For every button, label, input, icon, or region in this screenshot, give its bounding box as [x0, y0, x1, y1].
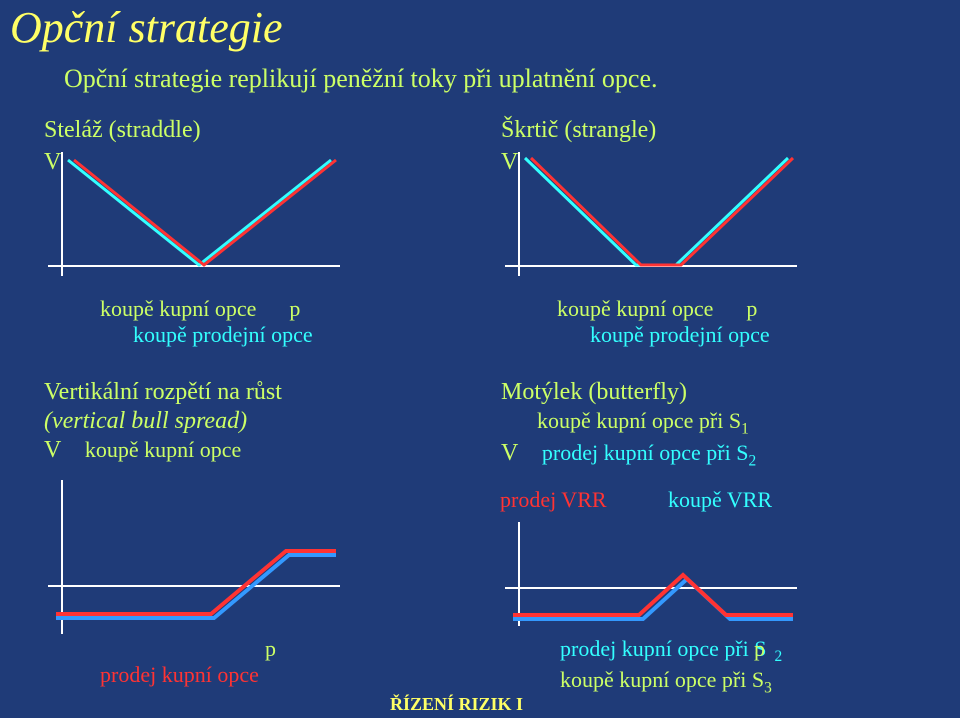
chart-c-plot — [44, 478, 344, 638]
page-footer: ŘÍZENÍ RIZIK I — [390, 694, 523, 715]
chart-b-plot — [501, 150, 801, 280]
chart-a-title: Steláž (straddle) — [44, 116, 201, 145]
chart-d-note2: prodej kupní opce při S2 — [542, 440, 756, 465]
chart-a-title-text: Steláž (straddle) — [44, 117, 201, 143]
chart-d-note3: prodej kupní opce při S — [560, 636, 767, 661]
chart-a-plabel: p — [289, 296, 300, 321]
chart-d-note1: koupě kupní opce při S1 — [537, 408, 749, 433]
chart-c-note1: koupě kupní opce — [85, 437, 241, 462]
chart-d-title-block: Motýlek (butterfly) koupě kupní opce při… — [501, 378, 756, 471]
page-title: Opční strategie — [10, 2, 283, 53]
chart-d-bottom-notes: prodej kupní opce při S p 2 koupě kupní … — [560, 636, 796, 698]
chart-c-plabel: p — [265, 636, 276, 661]
chart-a-plot — [44, 150, 344, 280]
chart-c-ylabel: V — [44, 437, 61, 463]
page-subtitle: Opční strategie replikují peněžní toky p… — [64, 64, 657, 94]
chart-b-title-text: Škrtič (strangle) — [501, 117, 656, 143]
chart-d-title: Motýlek (butterfly) — [501, 379, 687, 405]
chart-c-note2: prodej kupní opce — [100, 662, 259, 687]
chart-b-note2: koupě prodejní opce — [590, 322, 770, 347]
chart-d-vrr-sell: prodej VRR — [500, 487, 607, 513]
chart-c-title-block: Vertikální rozpětí na růst (vertical bul… — [44, 378, 282, 464]
chart-b-plabel: p — [746, 296, 757, 321]
chart-d-plot — [501, 520, 801, 630]
chart-c-bottom-notes: p prodej kupní opce — [100, 636, 276, 689]
chart-a-note-block: koupě kupní opce p koupě prodejní opce — [100, 296, 313, 349]
chart-c-title-italic: (vertical bull spread) — [44, 408, 247, 434]
chart-b-note-block: koupě kupní opce p koupě prodejní opce — [557, 296, 770, 349]
chart-d-note4: koupě kupní opce při S3 — [560, 667, 772, 692]
chart-d-plabel: p — [754, 636, 765, 661]
chart-a-note2: koupě prodejní opce — [133, 322, 313, 347]
chart-c-title: Vertikální rozpětí na růst — [44, 379, 282, 405]
chart-b-note1: koupě kupní opce — [557, 296, 713, 321]
chart-b-title: Škrtič (strangle) — [501, 116, 656, 145]
chart-d-ylabel: V — [501, 440, 518, 466]
chart-d-vrr-buy: koupě VRR — [668, 487, 772, 513]
chart-a-note1: koupě kupní opce — [100, 296, 256, 321]
